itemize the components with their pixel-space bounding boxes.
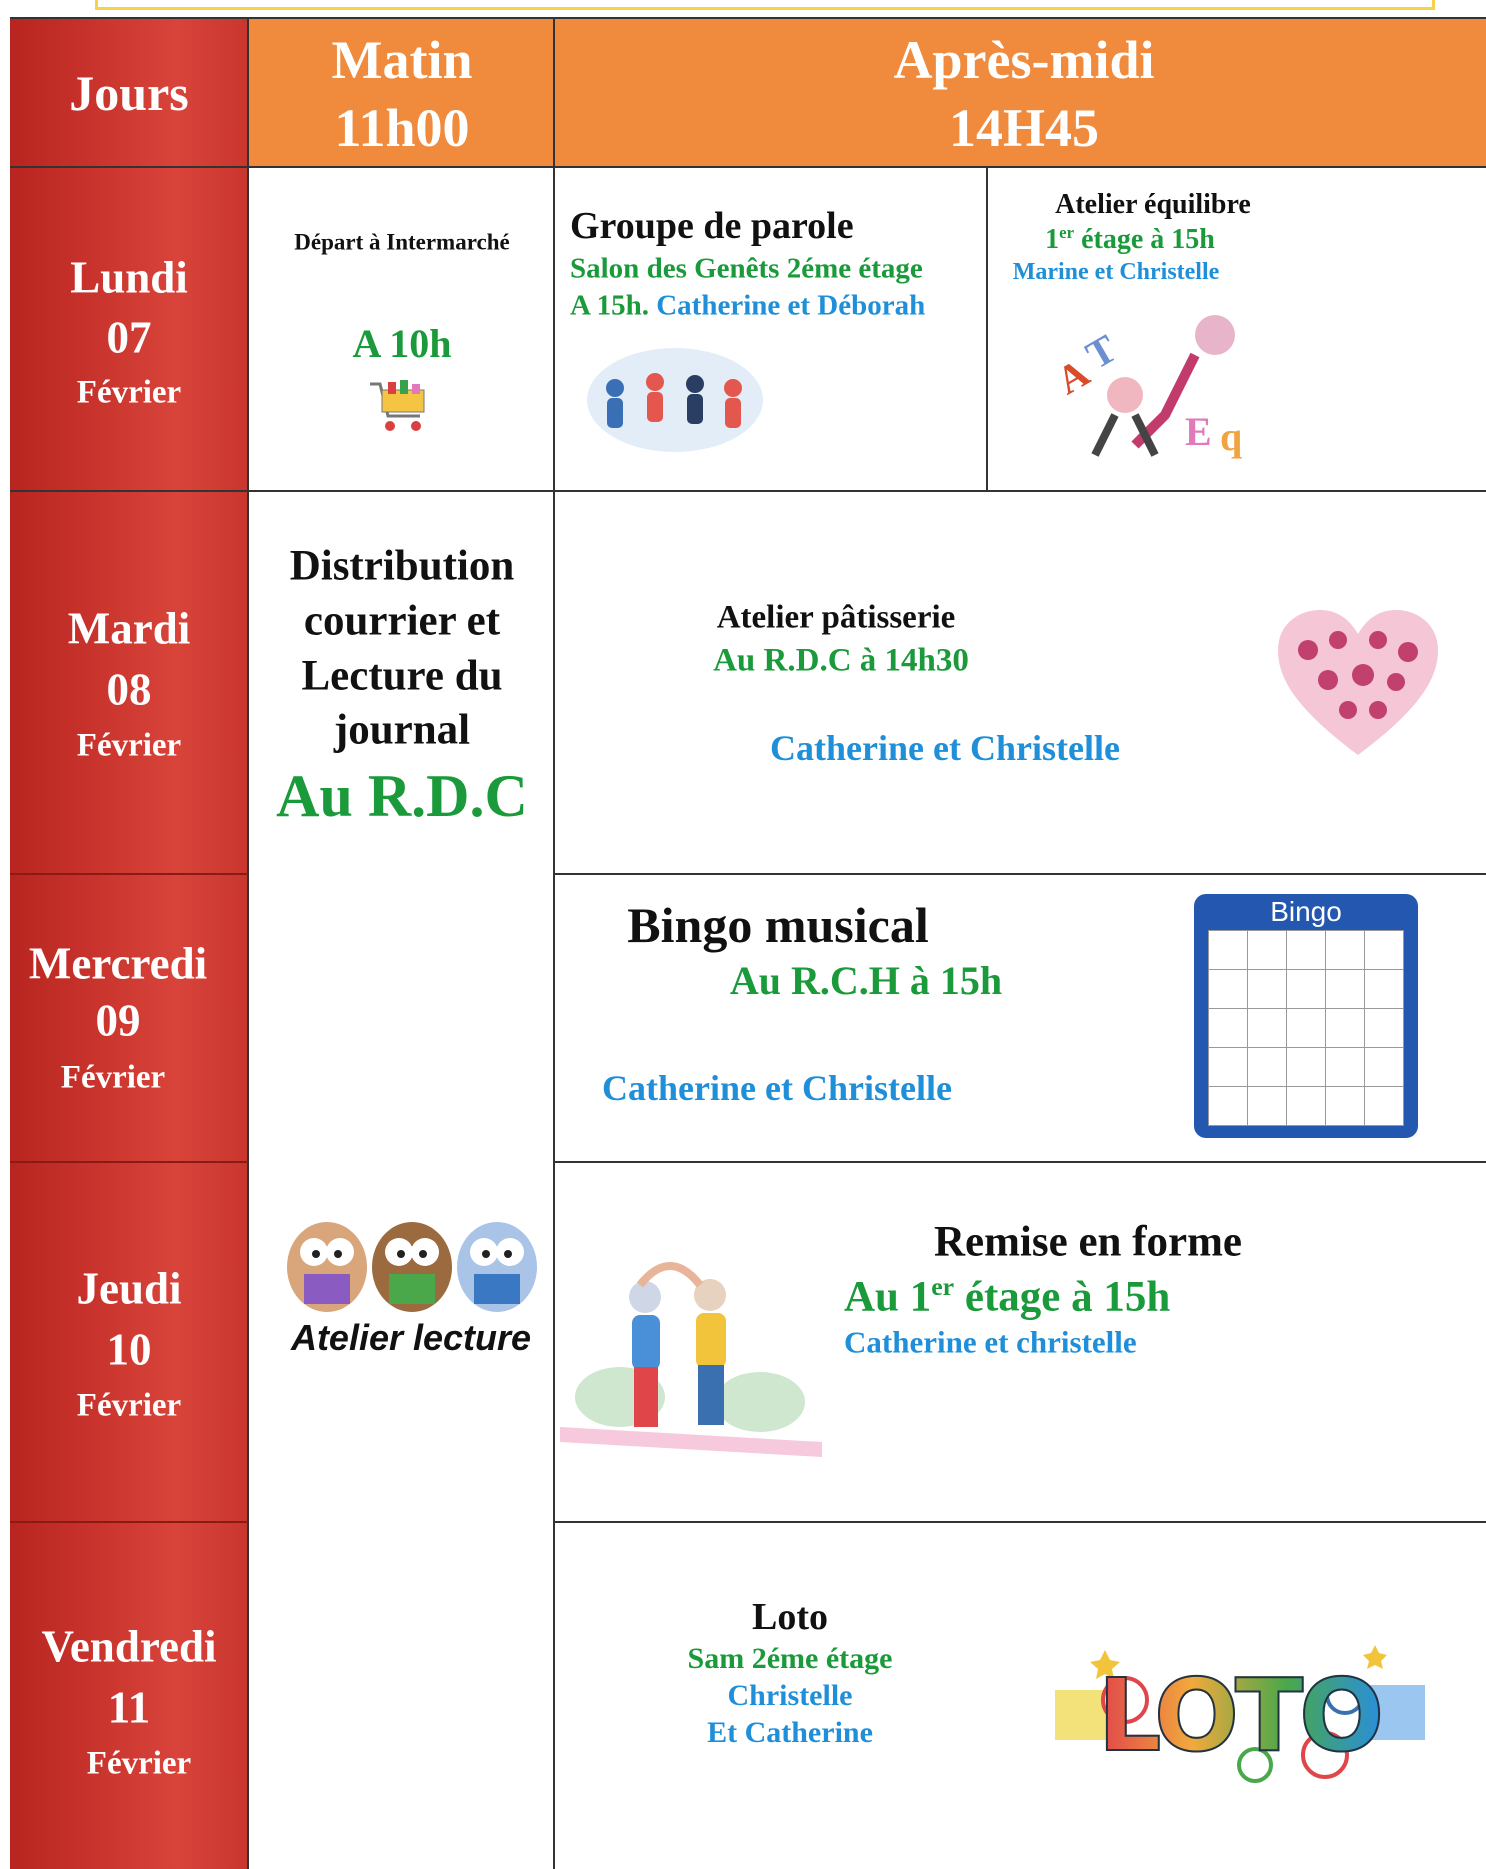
- activity-place: Au 1er étage à 15h: [844, 1273, 1171, 1321]
- bingo-card: Bingo: [1194, 894, 1418, 1138]
- activity-time: A 10h: [352, 321, 452, 366]
- activity-time: A 15h.: [570, 289, 649, 322]
- owls-illustration: [287, 1222, 537, 1312]
- talk-group-illustration: [587, 348, 763, 452]
- activity-staff: Catherine et Christelle: [602, 1068, 952, 1108]
- exercise-illustration: [560, 1262, 822, 1457]
- activity-staff: Christelle: [727, 1679, 853, 1712]
- activity-staff: Et Catherine: [707, 1716, 873, 1749]
- header-morning: Matin: [331, 30, 473, 90]
- activity-staff: Marine et Christelle: [1012, 259, 1220, 285]
- day-name: Mercredi: [28, 938, 208, 989]
- day-month: Février: [86, 1745, 192, 1782]
- morning-place: Au R.D.C: [276, 763, 528, 829]
- activity-line: A 15h. Catherine et Déborah: [570, 289, 926, 322]
- day-name: Lundi: [70, 252, 188, 303]
- header-afternoon: Après-midi: [893, 30, 1155, 90]
- day-number: 08: [106, 664, 152, 715]
- activity-staff: Catherine et Déborah: [656, 289, 926, 322]
- activity-title: Atelier équilibre: [1055, 189, 1251, 220]
- floor-suffix: er: [1059, 222, 1075, 242]
- activity-place: Au R.C.H à 15h: [729, 958, 1003, 1003]
- header-band: [248, 18, 1486, 167]
- activity-title: Loto: [752, 1596, 828, 1638]
- cart-icon: [370, 380, 425, 431]
- days-column: [10, 18, 248, 1869]
- place-suffix: er: [931, 1272, 955, 1302]
- activity-place: 1er étage à 15h: [1045, 222, 1215, 255]
- day-number: 07: [106, 312, 152, 363]
- header-days: Jours: [69, 65, 189, 121]
- day-name: Jeudi: [76, 1263, 182, 1314]
- activity-place: Sam 2éme étage: [687, 1642, 893, 1675]
- day-number: 10: [106, 1324, 152, 1375]
- activity-place: Au R.D.C à 14h30: [713, 642, 969, 679]
- activity-title: Atelier pâtisserie: [716, 599, 956, 636]
- floor-rest: étage à 15h: [1074, 224, 1215, 255]
- day-month: Février: [60, 1059, 166, 1096]
- day-month: Février: [76, 1387, 182, 1424]
- day-number: 11: [107, 1682, 151, 1733]
- activity-title: Départ à Intermarché: [294, 229, 510, 255]
- day-name: Mardi: [67, 603, 191, 654]
- header-afternoon-time: 14H45: [948, 98, 1100, 158]
- reading-label: Atelier lecture: [290, 1317, 532, 1358]
- day-month: Février: [76, 727, 182, 764]
- svg-text:E: E: [1185, 409, 1212, 454]
- morning-line: Distribution: [289, 542, 515, 590]
- activity-title: Remise en forme: [933, 1218, 1243, 1266]
- top-frame: [95, 0, 1435, 10]
- day-name: Vendredi: [41, 1621, 217, 1672]
- day-number: 09: [95, 995, 141, 1046]
- svg-text:q: q: [1220, 414, 1242, 459]
- day-month: Février: [76, 374, 182, 411]
- activity-place: Salon des Genêts 2éme étage: [570, 252, 923, 285]
- floor-number: 1: [1045, 224, 1060, 255]
- morning-line: courrier et: [303, 597, 501, 645]
- activity-staff: Catherine et Christelle: [770, 728, 1120, 768]
- activity-title: Groupe de parole: [570, 205, 854, 247]
- morning-line: Lecture du: [301, 652, 503, 700]
- bingo-card-title: Bingo: [1270, 896, 1342, 927]
- place-pre: Au 1: [844, 1273, 932, 1321]
- pastry-heart: [1278, 610, 1438, 755]
- loto-logo: LOTO: [1097, 1657, 1385, 1774]
- morning-line: journal: [333, 706, 471, 754]
- header-morning-time: 11h00: [334, 98, 470, 158]
- bingo-grid: [1208, 930, 1404, 1126]
- activity-title: Bingo musical: [627, 897, 929, 953]
- loto-illustration: [1055, 1645, 1425, 1783]
- place-post: étage à 15h: [954, 1273, 1171, 1321]
- activity-staff: Catherine et christelle: [844, 1324, 1137, 1360]
